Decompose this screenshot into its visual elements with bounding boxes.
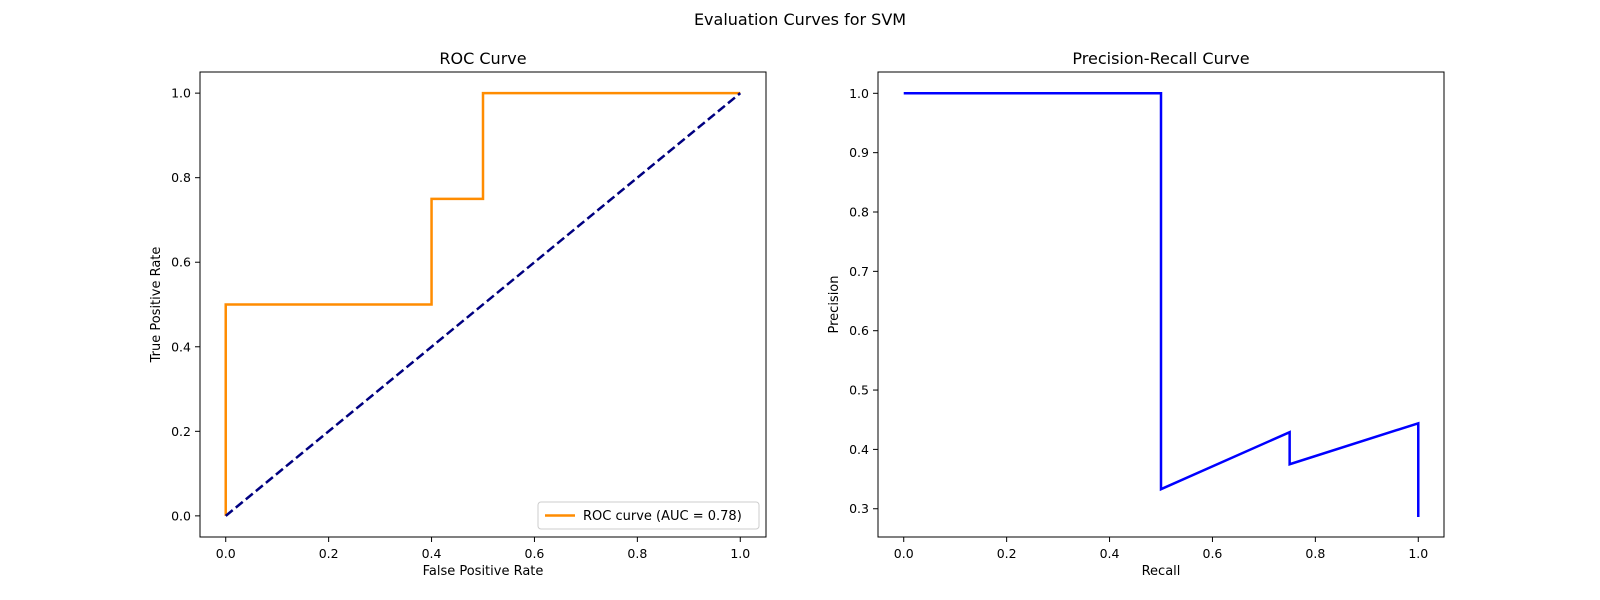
roc-series-layer [224,91,742,517]
roc-ylabel: True Positive Rate [149,247,164,364]
roc-legend-frame [537,501,760,530]
figure-suptitle: Evaluation Curves for SVM [694,10,906,29]
roc-xlabel: False Positive Rate [423,564,544,579]
roc-yticks: 0.0 0.2 0.4 0.6 0.8 1.0 [171,86,200,523]
pr-xlabel: Recall [1142,564,1181,579]
pr-xtick-label-0: 0.0 [894,546,914,561]
roc-xtick-label-0: 0.0 [216,546,236,561]
roc-title: ROC Curve [439,49,526,68]
pr-xtick-label-3: 0.6 [1203,546,1223,561]
roc-xticks: 0.0 0.2 0.4 0.6 0.8 1.0 [216,537,750,561]
pr-xtick-label-1: 0.2 [997,546,1017,561]
roc-panel: ROC Curve 0.0 0.2 0.4 0.6 0.8 1.0 0.00.20.40.… [149,49,767,579]
pr-series-0-line [903,92,1420,518]
pr-ytick-label-0: 0.3 [849,501,869,516]
roc-xtick-label-2: 0.4 [422,546,442,561]
pr-ytick-label-1: 0.4 [849,442,869,457]
pr-ytick-label-6: 0.9 [849,145,869,160]
pr-ytick-label-2: 0.5 [849,383,869,398]
pr-ytick-label-4: 0.7 [849,264,869,279]
roc-xtick-label-3: 0.6 [525,546,545,561]
pr-ytick-label-5: 0.8 [849,205,869,220]
pr-ylabel: Precision [827,275,842,333]
roc-ytick-label-0: 0.0 [171,508,191,523]
roc-xtick-label-5: 1.0 [730,546,750,561]
roc-series-1-line [224,92,742,517]
roc-ytick-label-4: 0.8 [171,170,191,185]
pr-xtick-label-2: 0.4 [1100,546,1120,561]
roc-xtick-label-4: 0.8 [627,546,647,561]
pr-title: Precision-Recall Curve [1072,49,1249,68]
roc-legend: ROC curve (AUC = 0.78) [537,501,760,530]
pr-yticks: 0.3 0.4 0.5 0.6 0.7 0.8 0.9 1.0 [849,86,878,516]
pr-ytick-label-3: 0.6 [849,323,869,338]
roc-plot-area [199,71,767,538]
roc-legend-label: ROC curve (AUC = 0.78) [583,509,742,524]
roc-ytick-label-5: 1.0 [171,86,191,101]
roc-ytick-label-1: 0.2 [171,424,191,439]
pr-series-layer [903,92,1420,518]
pr-xtick-label-5: 1.0 [1408,546,1428,561]
pr-xtick-label-4: 0.8 [1305,546,1325,561]
roc-xtick-label-1: 0.2 [319,546,339,561]
pr-xticks: 0.0 0.2 0.4 0.6 0.8 1.0 [894,537,1428,561]
pr-panel: Precision-Recall Curve 0.0 0.2 0.4 0.6 0.8 1.… [827,49,1445,579]
pr-plot-area [877,71,1445,538]
pr-ytick-label-7: 1.0 [849,86,869,101]
roc-series-0-line [224,91,741,516]
roc-ytick-label-3: 0.6 [171,255,191,270]
roc-ytick-label-2: 0.4 [171,339,191,354]
